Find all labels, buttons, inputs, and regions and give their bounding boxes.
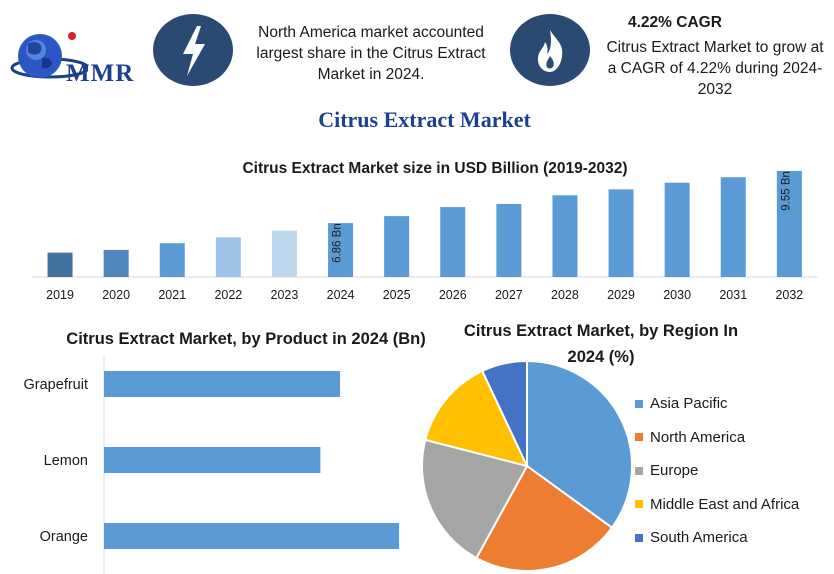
market-size-bar-chart: 2019 2020 2021 2022 2023 2024 2025 2026 2027 2028… — [32, 170, 818, 302]
bar-2030 — [664, 182, 690, 277]
legend-item: North America — [635, 421, 799, 455]
x-tick-label: 2030 — [663, 288, 691, 302]
info-right-line: Citrus Extract Market to grow at — [606, 39, 824, 56]
bar-2019 — [47, 252, 73, 277]
x-tick-label: 2023 — [271, 288, 299, 302]
x-tick-label: 2019 — [46, 288, 74, 302]
info-left-text: North America market accounted largest s… — [242, 22, 500, 85]
bar-2023 — [271, 230, 297, 277]
y-tick-label: Orange — [40, 529, 88, 545]
legend-swatch — [635, 500, 643, 509]
info-right-text: Citrus Extract Market to grow at a CAGR … — [596, 37, 834, 100]
region-chart-title: Citrus Extract Market, by Region In 2024… — [448, 318, 754, 370]
legend-label: Europe — [650, 462, 699, 480]
bar-chart-title: Citrus Extract Market size in USD Billio… — [242, 160, 628, 177]
y-tick-label: Grapefruit — [24, 377, 88, 393]
bar-data-label: 6.86 Bn — [332, 223, 344, 263]
pie-slice-north-america — [475, 464, 614, 572]
product-chart-title: Citrus Extract Market, by Product in 202… — [60, 327, 432, 351]
legend-item: Asia Pacific — [635, 387, 799, 421]
x-tick-label: 2025 — [383, 288, 411, 302]
x-tick-label: 2020 — [102, 288, 130, 302]
legend-swatch — [635, 433, 643, 442]
lightning-icon — [183, 26, 205, 76]
cagr-title: 4.22% CAGR — [628, 14, 722, 31]
legend-label: South America — [650, 529, 748, 547]
mmr-logo-globe — [10, 32, 88, 79]
bar-2024 — [328, 223, 354, 277]
bar-2021 — [159, 243, 185, 277]
hbar-lemon — [104, 447, 321, 473]
info-left-line: largest share in the Citrus Extract — [256, 45, 486, 62]
x-tick-label: 2021 — [158, 288, 186, 302]
legend-item: Europe — [635, 454, 799, 488]
y-tick-label: Lemon — [44, 453, 88, 469]
x-tick-label: 2031 — [719, 288, 747, 302]
x-tick-label: 2028 — [551, 288, 579, 302]
flame-icon — [537, 30, 563, 72]
bar-2020 — [103, 249, 129, 277]
region-pie-chart — [421, 359, 633, 572]
x-tick-label: 2032 — [775, 288, 803, 302]
product-chart-title-text: Citrus Extract Market, by Product in 202… — [66, 330, 426, 348]
hbar-grapefruit — [104, 371, 341, 397]
legend-label: Middle East and Africa — [650, 495, 800, 513]
bar-2027 — [496, 203, 522, 277]
legend-label: North America — [650, 428, 746, 446]
product-bar-chart: Grapefruit Lemon Orange — [24, 355, 400, 574]
legend-swatch — [635, 533, 643, 542]
x-tick-label: 2029 — [607, 288, 635, 302]
region-chart-title-text: Citrus Extract Market, by Region In 2024… — [463, 322, 739, 366]
logo-text: MMR — [66, 60, 135, 87]
bar-2032 — [776, 170, 802, 277]
bar-2029 — [608, 189, 634, 277]
legend-item: South America — [635, 521, 799, 555]
page-title: Citrus Extract Market — [318, 107, 531, 132]
flame-icon-badge — [510, 14, 590, 86]
pie-slice-middle-east-and-africa — [424, 369, 529, 468]
x-tick-label: 2024 — [327, 288, 355, 302]
legend-label: Asia Pacific — [650, 395, 728, 413]
legend-item: Middle East and Africa — [635, 488, 799, 522]
pie-slice-europe — [421, 438, 529, 560]
bar-2022 — [215, 237, 241, 277]
hbar-orange — [104, 523, 400, 549]
x-tick-label: 2022 — [214, 288, 242, 302]
x-tick-label: 2026 — [439, 288, 467, 302]
bar-data-label: 9.55 Bn — [780, 171, 792, 211]
info-right-line: a CAGR of 4.22% during 2024- — [607, 60, 823, 77]
bar-2026 — [440, 207, 466, 277]
lightning-icon-badge — [153, 14, 233, 86]
info-right-line: 2032 — [697, 81, 733, 98]
legend-swatch — [635, 399, 643, 408]
info-left-line: Market in 2024. — [317, 66, 425, 83]
pie-slice-asia-pacific — [526, 359, 633, 530]
legend-swatch — [635, 466, 643, 475]
info-left-line: North America market accounted — [258, 24, 484, 41]
pie-slice-south-america — [480, 359, 528, 467]
bar-2025 — [384, 216, 410, 277]
pie-legend: Asia Pacific North America Europe Middle Ea… — [635, 387, 799, 555]
bar-2028 — [552, 195, 578, 277]
x-tick-label: 2027 — [495, 288, 523, 302]
bar-2031 — [720, 177, 746, 277]
